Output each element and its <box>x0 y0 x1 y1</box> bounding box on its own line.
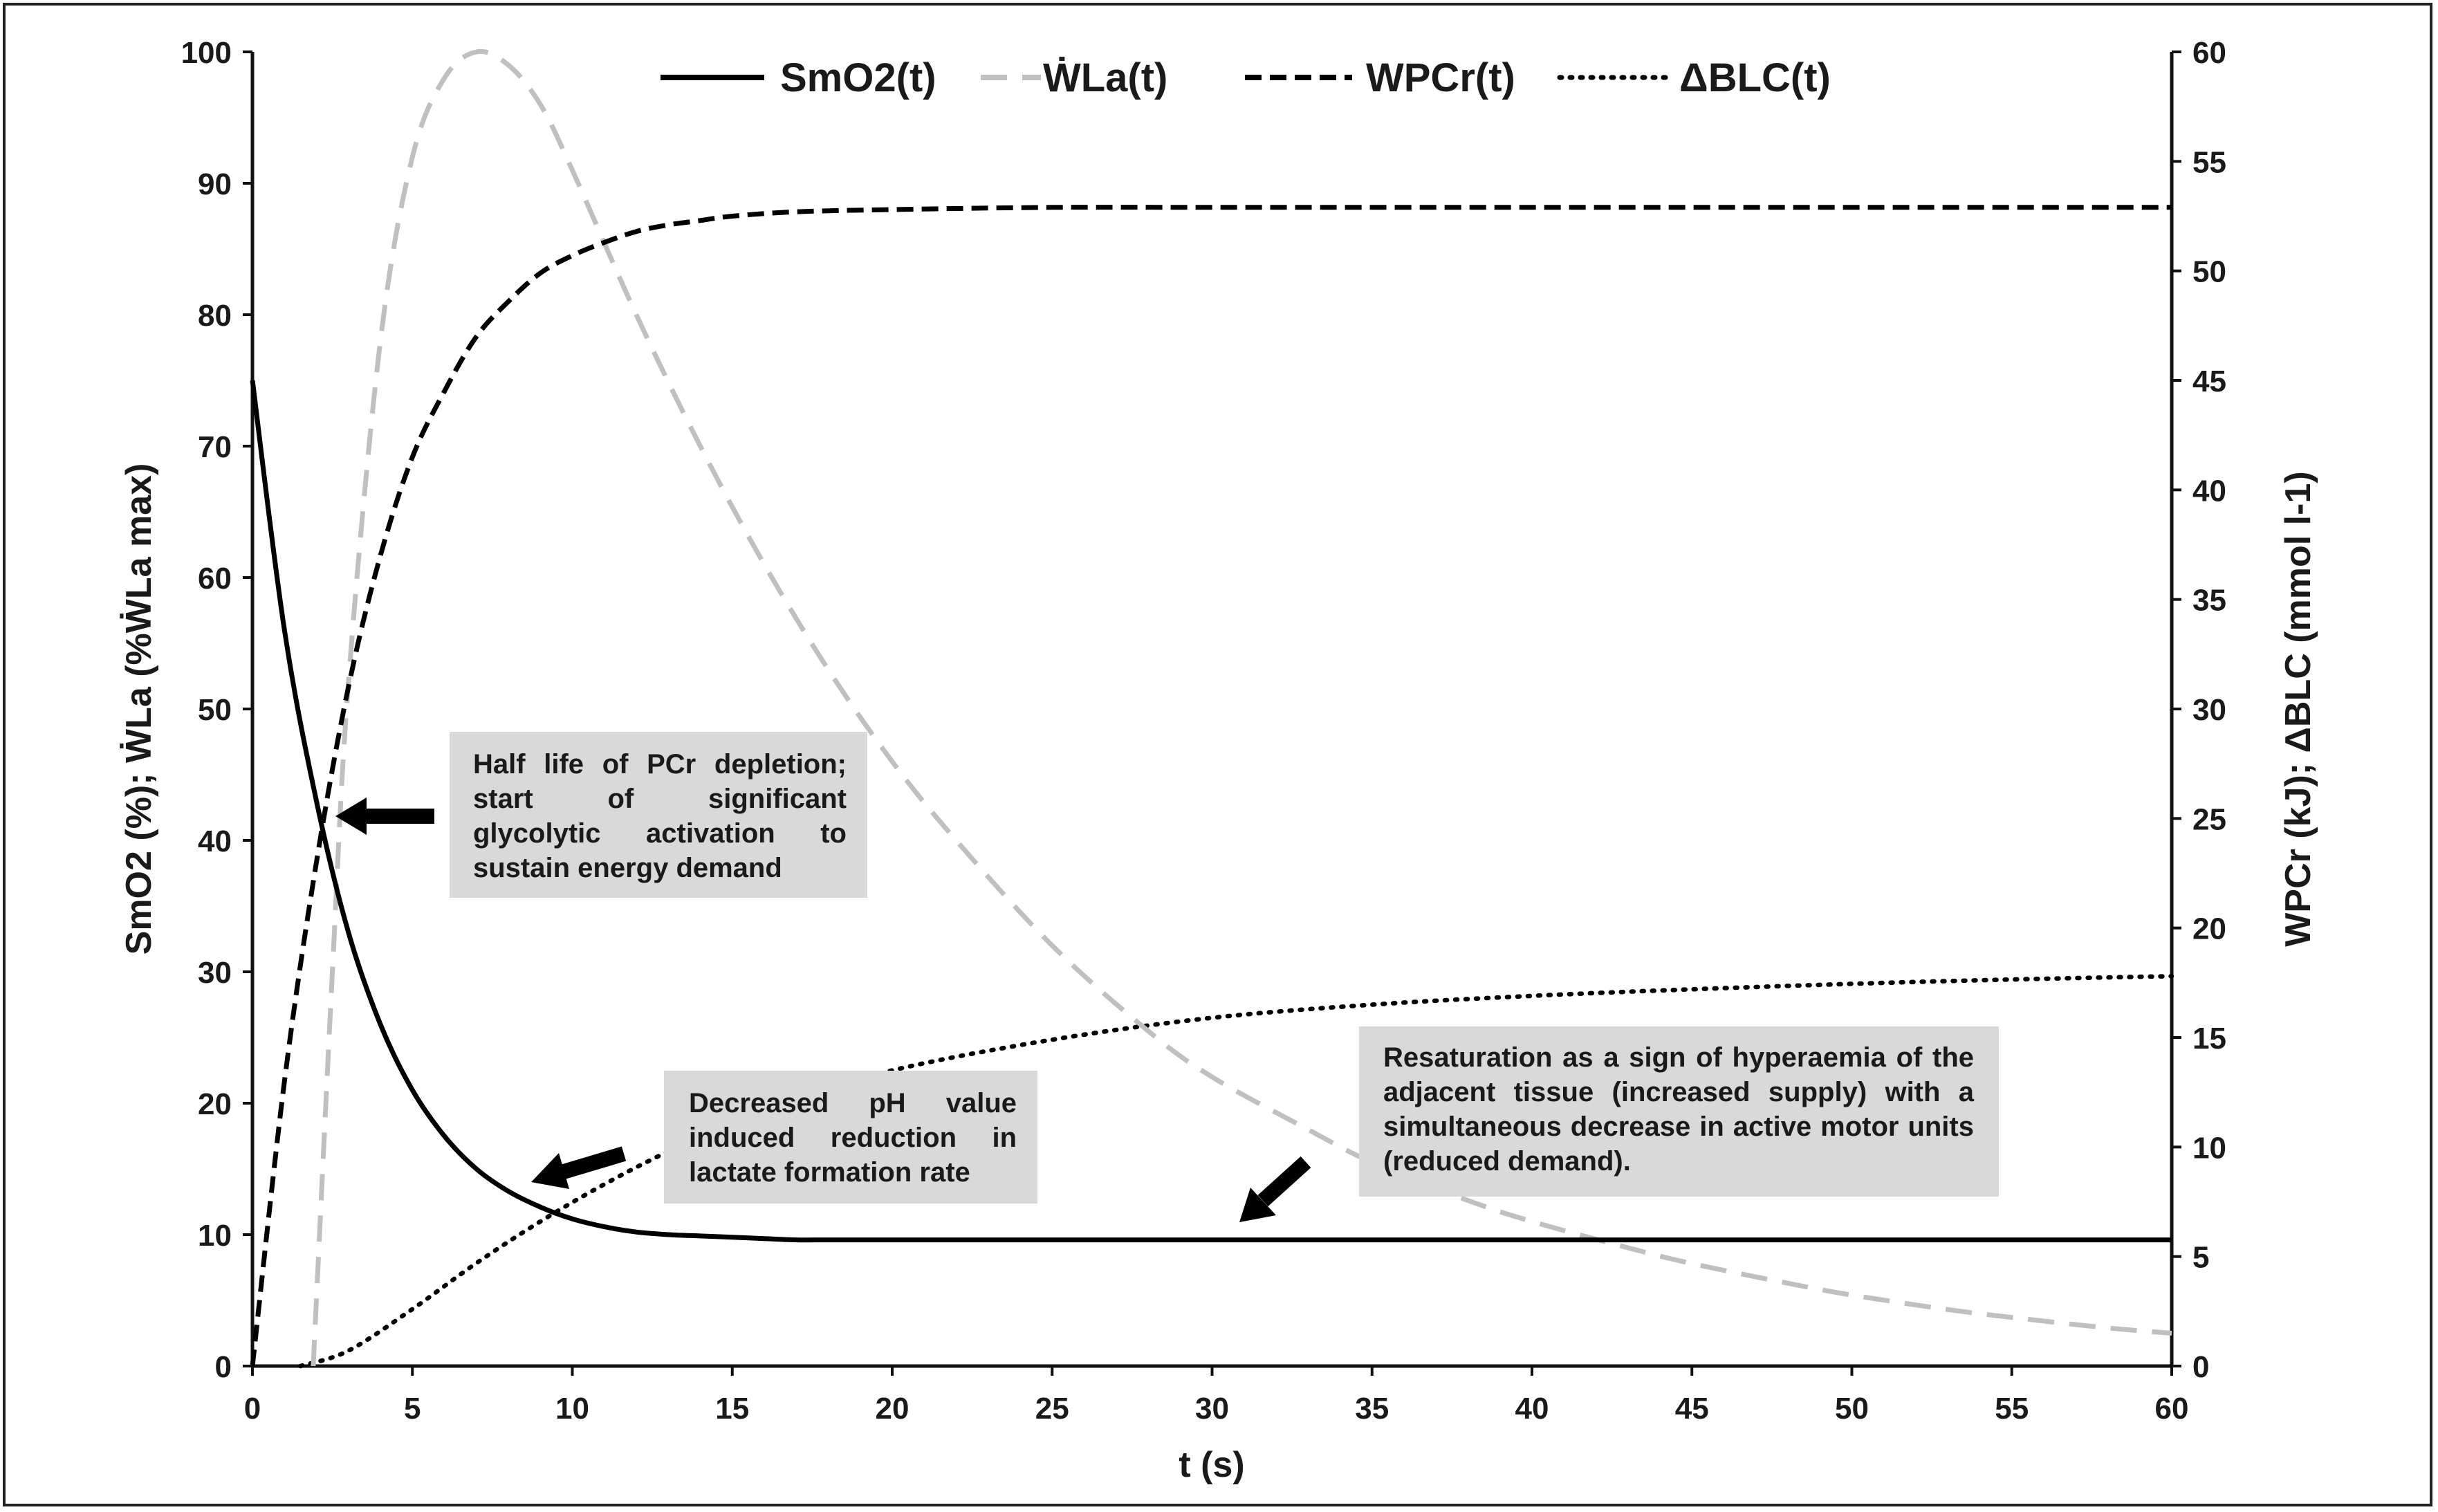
series-layer <box>250 48 2174 1369</box>
y-right-tick-label: 0 <box>2192 1350 2209 1384</box>
legend-label-vla: ẆLa(t) <box>1043 55 1167 100</box>
y-left-tick-label: 50 <box>198 693 232 727</box>
y-right-tick-label: 50 <box>2192 255 2226 289</box>
arrow-ph-reduction <box>531 1146 627 1189</box>
y-axis-left-title: SmO2 (%); ẆLa (%ẆLa max) <box>119 463 159 955</box>
y-right-tick-label: 45 <box>2192 365 2226 398</box>
x-tick-label: 20 <box>876 1392 909 1426</box>
y-ticks-left: 0 10 20 30 40 50 60 70 80 90 100 <box>181 36 252 1384</box>
figure-frame <box>3 3 2432 1506</box>
x-tick-label: 10 <box>555 1392 589 1426</box>
y-right-tick-label: 55 <box>2192 145 2226 179</box>
legend-item-dblc: ΔBLC(t) <box>1557 55 1831 100</box>
y-left-tick-label: 70 <box>198 430 232 464</box>
y-left-tick-label: 20 <box>198 1087 232 1121</box>
legend: SmO2(t) ẆLa(t) WPCr(t) ΔBLC(t) <box>661 55 1831 100</box>
legend-label-dblc: ΔBLC(t) <box>1679 55 1831 100</box>
series-line-3 <box>298 974 2174 1369</box>
x-axis-title: t (s) <box>1179 1445 1244 1485</box>
series-line-2 <box>250 205 2172 1367</box>
y-left-tick-label: 60 <box>198 562 232 596</box>
y-left-tick-label: 90 <box>198 167 232 201</box>
y-left-tick-label: 10 <box>198 1219 232 1253</box>
annotation-arrows <box>335 798 1311 1222</box>
y-right-tick-label: 5 <box>2192 1241 2209 1275</box>
series-line-0 <box>250 380 2172 1243</box>
x-tick-label: 45 <box>1675 1392 1709 1426</box>
y-right-tick-label: 35 <box>2192 584 2226 618</box>
annotation-ph-reduction: Decreased pH value induced reduction in … <box>664 1071 1037 1204</box>
x-tick-label: 40 <box>1515 1392 1549 1426</box>
x-tick-label: 0 <box>244 1392 261 1426</box>
y-left-tick-label: 40 <box>198 824 232 858</box>
x-tick-label: 55 <box>1995 1392 2029 1426</box>
x-ticks: 0 5 10 15 20 25 30 35 40 45 50 55 60 <box>244 1366 2189 1426</box>
annotation-resaturation: Resaturation as a sign of hyperaemia of … <box>1359 1026 1999 1197</box>
y-right-tick-label: 60 <box>2192 36 2226 70</box>
annotation-pcr-half-life: Half life of PCr depletion; start of sig… <box>450 732 867 898</box>
x-tick-label: 30 <box>1195 1392 1229 1426</box>
x-tick-label: 15 <box>715 1392 749 1426</box>
legend-item-wpcr: WPCr(t) <box>1245 55 1515 100</box>
x-tick-label: 60 <box>2155 1392 2189 1426</box>
arrow-pcr-half-life <box>335 798 434 835</box>
series-line-1 <box>311 48 2172 1367</box>
x-tick-label: 25 <box>1035 1392 1069 1426</box>
y-right-tick-label: 25 <box>2192 802 2226 836</box>
y-right-tick-label: 40 <box>2192 474 2226 508</box>
x-tick-label: 35 <box>1355 1392 1389 1426</box>
y-right-tick-label: 10 <box>2192 1131 2226 1165</box>
x-tick-label: 50 <box>1835 1392 1869 1426</box>
legend-item-smo2: SmO2(t) <box>661 55 936 100</box>
y-right-tick-label: 20 <box>2192 912 2226 946</box>
legend-item-vla: ẆLa(t) <box>981 55 1167 100</box>
arrow-resaturation <box>1239 1156 1311 1222</box>
legend-label-wpcr: WPCr(t) <box>1366 55 1515 100</box>
x-tick-label: 5 <box>404 1392 421 1426</box>
legend-label-smo2: SmO2(t) <box>780 55 936 100</box>
y-ticks-right: 0 5 10 15 20 25 30 35 40 45 50 55 60 <box>2172 36 2226 1384</box>
y-left-tick-label: 30 <box>198 956 232 990</box>
y-left-tick-label: 80 <box>198 299 232 333</box>
y-right-tick-label: 30 <box>2192 693 2226 727</box>
y-left-tick-label: 0 <box>215 1350 232 1384</box>
y-right-tick-label: 15 <box>2192 1022 2226 1055</box>
y-axis-right-title: WPCr (kJ); ΔBLC (mmol l-1) <box>2278 471 2318 946</box>
y-left-tick-label: 100 <box>181 36 232 70</box>
